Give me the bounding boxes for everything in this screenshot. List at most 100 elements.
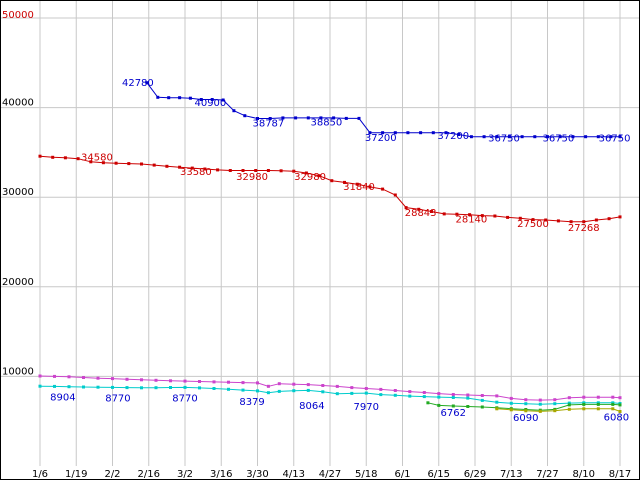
x-axis-label: 8/17: [609, 469, 631, 480]
series-magenta-marker: [408, 390, 412, 394]
series-blue-marker: [558, 135, 562, 139]
series-blue-marker: [520, 135, 524, 139]
series-green-marker: [426, 401, 430, 405]
series-red-marker: [355, 182, 359, 186]
series-magenta-marker: [437, 392, 441, 396]
y-axis-label: 10000: [2, 366, 34, 377]
series-cyan-marker: [466, 396, 470, 400]
series-cyan-marker: [553, 402, 557, 406]
series-magenta-marker: [38, 374, 42, 378]
series-magenta-marker: [335, 384, 339, 388]
series-blue-marker: [188, 96, 192, 100]
point-value-label: 38787: [252, 118, 284, 129]
series-red-marker: [343, 180, 346, 184]
point-value-label: 27268: [568, 223, 600, 234]
series-red-marker: [455, 212, 459, 216]
series-magenta-marker: [567, 396, 571, 400]
series-cyan-marker: [212, 387, 216, 390]
series-olive-marker: [582, 407, 586, 411]
series-magenta-marker: [125, 377, 129, 381]
series-cyan-marker: [96, 385, 100, 389]
series-olive-marker: [538, 409, 542, 413]
series-olive-marker: [495, 407, 499, 411]
series-blue-marker: [469, 135, 473, 139]
point-value-label: 32980: [294, 172, 326, 183]
series-green-marker: [451, 404, 455, 408]
x-axis-label: 4/13: [283, 469, 305, 480]
series-red-marker: [518, 216, 522, 220]
series-red-marker: [393, 193, 397, 197]
series-magenta-marker: [169, 379, 172, 383]
series-blue-marker: [533, 135, 537, 139]
x-axis-label: 3/2: [177, 469, 193, 480]
point-value-label: 27500: [517, 219, 549, 230]
series-blue-marker: [344, 116, 348, 120]
series-red-marker: [152, 163, 156, 167]
y-axis-label: 40000: [2, 98, 34, 109]
series-magenta-marker: [321, 384, 325, 387]
series-blue-marker: [444, 131, 448, 135]
series-red-marker: [228, 169, 232, 172]
point-value-label: 42780: [122, 78, 154, 89]
series-magenta-marker: [140, 378, 143, 382]
series-magenta-marker: [618, 396, 622, 400]
series-magenta-marker: [538, 398, 542, 402]
series-magenta-marker: [227, 380, 230, 384]
series-cyan-marker: [38, 384, 42, 388]
series-magenta-marker: [393, 389, 397, 392]
series-magenta-marker: [480, 394, 484, 397]
series-olive-marker: [524, 409, 528, 413]
series-magenta-marker: [183, 379, 187, 383]
series-blue-marker: [393, 131, 397, 135]
series-green-marker: [480, 405, 484, 409]
series-magenta-marker: [451, 393, 455, 396]
series-cyan-marker: [567, 401, 571, 405]
series-blue-marker: [145, 81, 149, 85]
series-cyan-marker: [169, 386, 172, 389]
series-cyan-marker: [292, 389, 296, 393]
series-magenta-marker: [364, 387, 368, 390]
series-red-marker: [480, 214, 484, 218]
series-blue-marker: [419, 131, 423, 135]
series-red-marker: [582, 220, 586, 224]
point-value-label: 36750: [542, 134, 574, 145]
series-green-marker: [466, 405, 470, 408]
series-cyan-marker: [306, 388, 310, 392]
series-magenta-marker: [422, 391, 426, 394]
x-axis-label: 3/16: [210, 469, 232, 480]
series-blue-marker: [256, 117, 259, 120]
series-red-marker: [127, 162, 131, 166]
y-axis-label: 50000: [2, 10, 34, 21]
series-magenta-marker: [509, 396, 513, 400]
series-red-marker: [190, 166, 194, 170]
series-red-marker: [165, 164, 169, 168]
point-value-label: 32980: [236, 172, 268, 183]
series-red-marker: [442, 212, 446, 216]
series-blue-marker: [609, 135, 613, 139]
series-olive-line: [496, 408, 621, 412]
series-blue-marker: [546, 135, 549, 139]
point-value-label: 8904: [50, 393, 75, 404]
series-cyan-marker: [53, 384, 56, 388]
x-axis-label: 6/15: [428, 469, 450, 480]
series-magenta-marker: [495, 394, 499, 398]
point-value-label: 34580: [81, 152, 113, 163]
series-olive-marker: [611, 407, 615, 411]
series-cyan-marker: [582, 401, 586, 405]
series-magenta-marker: [96, 376, 100, 380]
series-blue-marker: [167, 96, 171, 100]
series-blue-marker: [268, 117, 272, 120]
x-axis-label: 7/27: [536, 469, 558, 480]
x-axis-label: 6/29: [464, 469, 486, 480]
series-blue-marker: [306, 116, 310, 120]
series-red-marker: [140, 162, 143, 166]
x-axis-label: 5/18: [355, 469, 377, 480]
series-cyan-marker: [393, 393, 397, 397]
series-red-marker: [607, 217, 611, 221]
point-value-label: 8064: [299, 401, 324, 412]
series-blue-marker: [281, 116, 285, 120]
series-green-marker: [582, 402, 586, 406]
series-red-marker: [216, 168, 220, 172]
series-red-marker: [430, 210, 433, 213]
